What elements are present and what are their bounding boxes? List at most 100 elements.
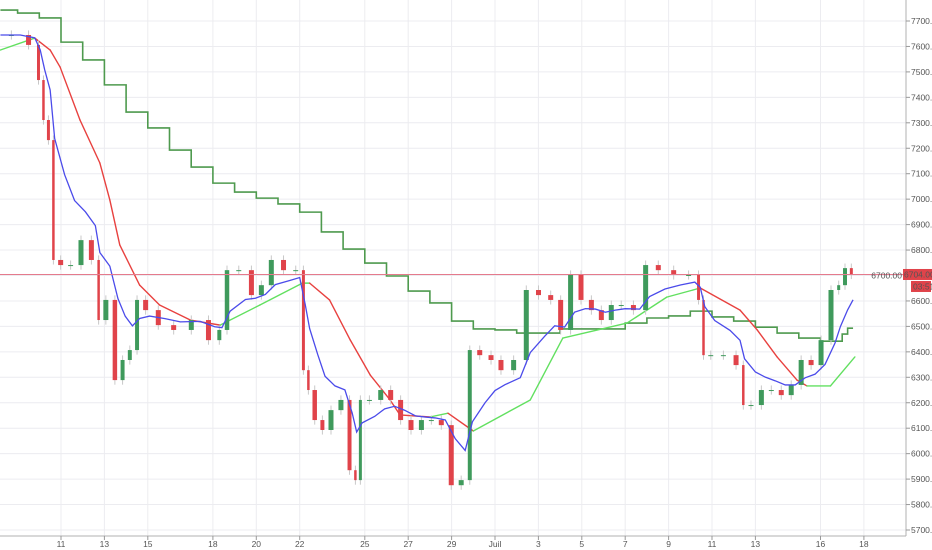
trend-line-segment: [429, 412, 449, 418]
candle-body: [733, 355, 739, 366]
candle-body: [188, 320, 194, 330]
y-tick-label: 7600.00: [911, 41, 932, 51]
trend-line-segment: [49, 49, 61, 68]
candle-body: [46, 120, 50, 141]
trend-line-segment: [158, 304, 191, 321]
y-tick-label: 5700.00: [911, 525, 932, 535]
candle-body: [217, 329, 222, 341]
y-tick-label: 7000.00: [911, 194, 932, 204]
last-price-badge: 6704.00 03:51: [903, 268, 932, 292]
countdown-label: 03:51: [913, 281, 932, 291]
candle-body: [742, 365, 745, 406]
trend-line-segment: [259, 282, 304, 306]
trend-line-segment: [308, 282, 331, 301]
trend-line-segment: [119, 244, 141, 286]
candle-body: [708, 355, 714, 357]
candle-body: [378, 390, 384, 400]
x-tick-label: Juil: [489, 539, 502, 549]
x-tick-label: 18: [859, 539, 869, 549]
candle-body: [467, 350, 472, 481]
candle-body: [301, 270, 305, 371]
fast-ma-series: [0, 34, 854, 452]
y-tick-label: 6500.00: [911, 321, 932, 331]
trend-line-segment: [34, 37, 51, 51]
trend-line-segment: [99, 162, 111, 201]
candle-body: [843, 268, 847, 286]
candle-body: [428, 420, 434, 422]
candle-body: [78, 240, 84, 266]
y-tick-label: 7700.00: [911, 16, 932, 26]
last-price-label: 6704.00: [904, 269, 932, 279]
candle-body: [720, 355, 726, 357]
trend-line-segment: [349, 339, 371, 376]
candle-body: [26, 34, 32, 45]
candle-body: [488, 355, 494, 360]
x-tick-label: 16: [816, 539, 826, 549]
x-tick-label: 3: [536, 539, 541, 549]
candle-body: [558, 299, 564, 330]
candle-body: [143, 299, 149, 311]
x-tick-label: 18: [208, 539, 218, 549]
candle-body: [58, 259, 64, 266]
candle-body: [748, 405, 754, 407]
candle-body: [347, 399, 352, 471]
candle-body: [328, 410, 334, 430]
candle-body: [281, 259, 287, 271]
trend-line-segment: [138, 284, 161, 306]
candle-body: [618, 305, 624, 307]
trend-line-segment: [829, 356, 856, 387]
candle-body: [849, 268, 853, 275]
candle-body: [88, 240, 94, 260]
candle-body: [630, 305, 636, 311]
candle-body: [588, 299, 594, 311]
y-axis[interactable]: 5700.00 5800.00 5900.00 6000.00 6100.00 6200.…: [871, 16, 932, 535]
candle-body: [366, 399, 372, 401]
x-axis[interactable]: 11 13 15 18 20 22 25 27 29 Juil 3 5 7 9 11 13 16 18: [57, 536, 869, 549]
candle-body: [523, 290, 529, 360]
x-tick-label: 7: [623, 539, 628, 549]
grid: [0, 0, 906, 536]
candle-body: [68, 265, 74, 267]
candle-body: [511, 359, 517, 371]
step-line-series: [0, 9, 854, 342]
x-tick-label: 29: [447, 539, 457, 549]
candle-body: [127, 350, 132, 360]
trend-line-segment: [59, 66, 81, 121]
y-tick-label: 5900.00: [911, 474, 932, 484]
candle-body: [778, 390, 784, 396]
x-tick-label: 15: [143, 539, 153, 549]
candle-body: [598, 310, 604, 321]
candle-body: [837, 285, 841, 291]
candle-body: [548, 295, 554, 300]
candle-body: [358, 399, 362, 481]
candle-body: [42, 80, 45, 121]
candle-body: [205, 320, 211, 341]
candle-body: [477, 350, 483, 356]
candle-body: [788, 384, 794, 396]
candle-body: [312, 390, 317, 421]
candlestick-series: [8, 30, 853, 490]
trend-line-segment: [756, 329, 778, 358]
candle-body: [418, 420, 424, 430]
candle-body: [338, 399, 344, 411]
candle-body: [702, 299, 705, 356]
candle-body: [458, 480, 464, 486]
candle-body: [828, 290, 834, 341]
candle-body: [798, 359, 804, 385]
trend-line-segment: [472, 399, 531, 432]
candle-body: [103, 299, 109, 321]
candle-body: [697, 274, 701, 300]
y-tick-label: 6000.00: [911, 449, 932, 459]
candle-body: [112, 299, 118, 381]
candle-body: [248, 270, 254, 296]
candle-body: [36, 44, 40, 81]
candle-body: [535, 290, 541, 296]
fast-ma-line: [0, 34, 854, 452]
candle-body: [354, 470, 357, 481]
x-tick-label: 5: [579, 539, 584, 549]
y-tick-label: 7100.00: [911, 169, 932, 179]
candle-body: [236, 270, 242, 272]
candle-body: [655, 265, 661, 271]
y-tick-label: 6900.00: [911, 220, 932, 230]
